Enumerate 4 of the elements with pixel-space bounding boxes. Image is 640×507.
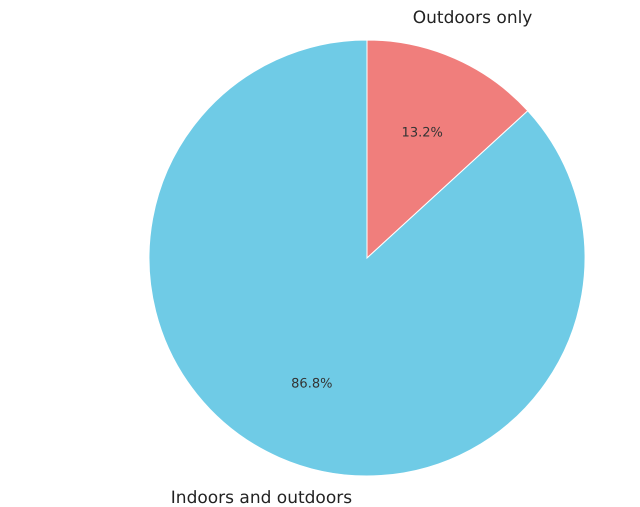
data-label: 86.8% — [291, 376, 332, 392]
data-label: 13.2% — [402, 126, 443, 141]
slice-label: Outdoors only — [412, 8, 532, 28]
slice-label: Indoors and outdoors — [170, 488, 352, 507]
